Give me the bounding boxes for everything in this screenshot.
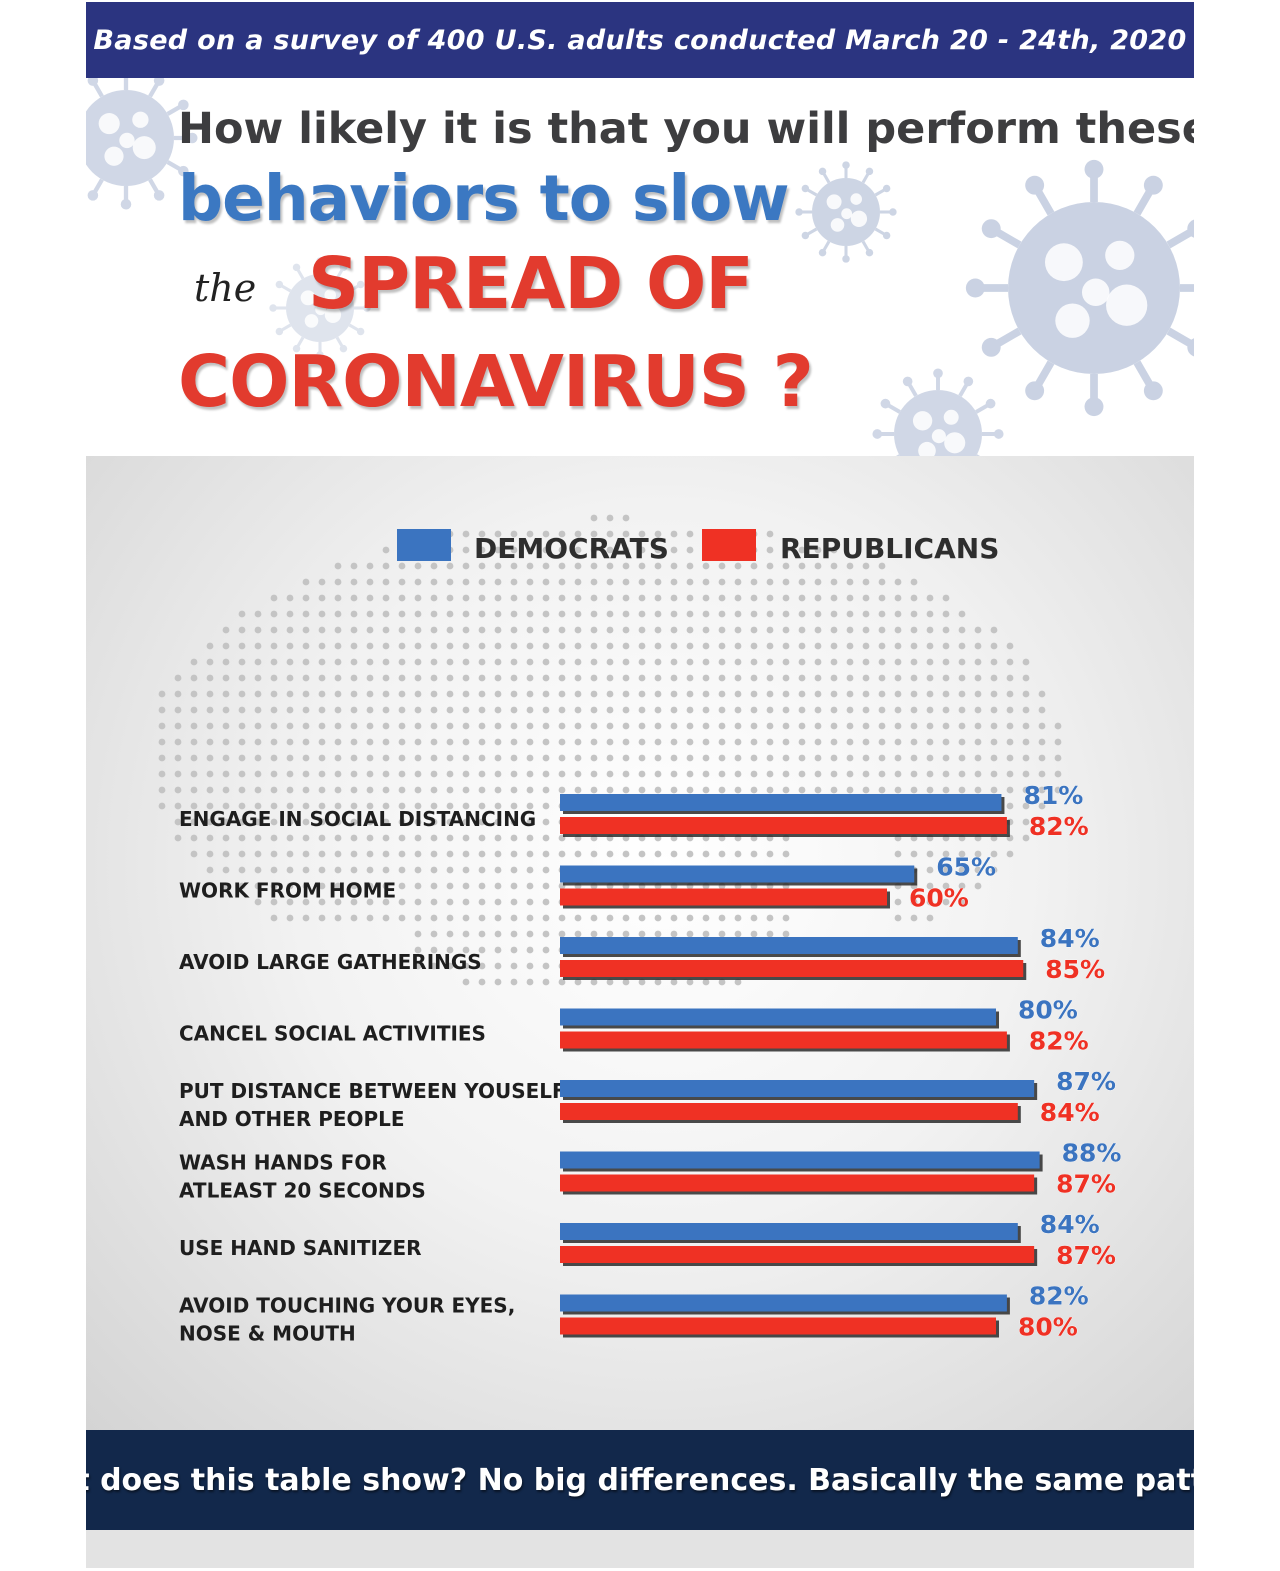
title-line-3: SPREAD OF (308, 242, 754, 325)
value-label-democrats: 80% (1018, 996, 1078, 1025)
value-label-republicans: 60% (909, 884, 969, 913)
bar-democrats (560, 794, 1002, 811)
legend-label-democrats: DEMOCRATS (474, 532, 669, 565)
category-group: WASH HANDS FOR ATLEAST 20 SECONDS 88%87% (179, 1138, 1122, 1203)
value-label-democrats: 88% (1062, 1139, 1122, 1168)
bar-democrats (560, 1151, 1040, 1169)
category-group: AVOID TOUCHING YOUR EYES, NOSE & MOUTH 82%… (179, 1281, 1089, 1346)
legend-swatch-republicans (702, 529, 756, 561)
value-label-republicans: 82% (1029, 1027, 1089, 1056)
value-label-democrats: 65% (936, 853, 996, 882)
bar-democrats (560, 1223, 1018, 1240)
category-group: PUT DISTANCE BETWEEN YOUSELF AND OTHER PE… (179, 1067, 1116, 1131)
value-label-republicans: 80% (1018, 1313, 1078, 1342)
category-label: ATLEAST 20 SECONDS (179, 1179, 426, 1203)
chart-panel: DEMOCRATS REPUBLICANS ENGAGE IN SOCIAL DIS… (86, 456, 1194, 1430)
bar-republicans (560, 1246, 1035, 1263)
value-label-republicans: 82% (1029, 812, 1089, 841)
category-label: WASH HANDS FOR (179, 1151, 387, 1175)
category-group: USE HAND SANITIZER 84%87% (179, 1210, 1116, 1271)
legend-swatch-democrats (397, 529, 451, 561)
bar-republicans (560, 888, 887, 906)
bar-democrats (560, 1080, 1035, 1097)
value-label-republicans: 85% (1045, 955, 1105, 984)
category-label: AVOID LARGE GATHERINGS (179, 950, 482, 974)
bar-chart: DEMOCRATS REPUBLICANS ENGAGE IN SOCIAL DIS… (158, 514, 1122, 1346)
bar-democrats (560, 865, 915, 883)
category-label: AVOID TOUCHING YOUR EYES, (179, 1294, 515, 1318)
value-label-republicans: 87% (1056, 1170, 1116, 1199)
value-label-republicans: 84% (1040, 1098, 1100, 1127)
value-label-democrats: 82% (1029, 1282, 1089, 1311)
survey-banner-text: Based on a survey of 400 U.S. adults con… (93, 24, 1187, 56)
value-label-democrats: 87% (1056, 1067, 1116, 1096)
title-line-2: behaviors to slow (178, 162, 790, 235)
value-label-democrats: 84% (1040, 1210, 1100, 1239)
category-group: CANCEL SOCIAL ACTIVITIES 80%82% (179, 995, 1089, 1056)
survey-banner: Based on a survey of 400 U.S. adults con… (86, 2, 1194, 78)
category-label: USE HAND SANITIZER (179, 1236, 422, 1260)
category-label: AND OTHER PEOPLE (179, 1107, 405, 1131)
category-label: PUT DISTANCE BETWEEN YOUSELF (179, 1079, 566, 1103)
bar-democrats (560, 937, 1018, 954)
bottom-strip (86, 1530, 1194, 1568)
category-label: ENGAGE IN SOCIAL DISTANCING (179, 807, 536, 831)
infographic-card: Based on a survey of 400 U.S. adults con… (86, 2, 1194, 1568)
bar-republicans (560, 1317, 996, 1335)
title-line-3-prefix: the (194, 266, 257, 310)
category-label: WORK FROM HOME (179, 879, 396, 903)
bar-democrats (560, 1008, 996, 1026)
bar-republicans (560, 1103, 1018, 1120)
category-group: AVOID LARGE GATHERINGS 84%85% (179, 924, 1105, 985)
footer-banner: What does this table show? No big differ… (86, 1430, 1194, 1530)
virus-decoration-icon (86, 78, 1194, 456)
category-group: ENGAGE IN SOCIAL DISTANCING 81%82% (179, 781, 1089, 842)
value-label-republicans: 87% (1056, 1241, 1116, 1270)
title-line-4: CORONAVIRUS ? (178, 340, 814, 423)
bar-republicans (560, 1174, 1035, 1192)
category-label: CANCEL SOCIAL ACTIVITIES (179, 1022, 486, 1046)
value-label-democrats: 84% (1040, 924, 1100, 953)
bar-republicans (560, 817, 1007, 834)
category-label: NOSE & MOUTH (179, 1322, 356, 1346)
category-group: WORK FROM HOME 65%60% (179, 852, 996, 913)
bar-republicans (560, 960, 1024, 977)
value-label-democrats: 81% (1023, 781, 1083, 810)
title-line-1: How likely it is that you will perform t… (178, 104, 1194, 154)
bar-democrats (560, 1294, 1007, 1312)
bar-republicans (560, 1031, 1007, 1049)
title-header: How likely it is that you will perform t… (86, 78, 1194, 456)
chart-legend: DEMOCRATS REPUBLICANS (397, 529, 999, 565)
dotted-map-texture (158, 514, 1062, 986)
footer-text: What does this table show? No big differ… (86, 1462, 1194, 1498)
legend-label-republicans: REPUBLICANS (780, 532, 999, 565)
